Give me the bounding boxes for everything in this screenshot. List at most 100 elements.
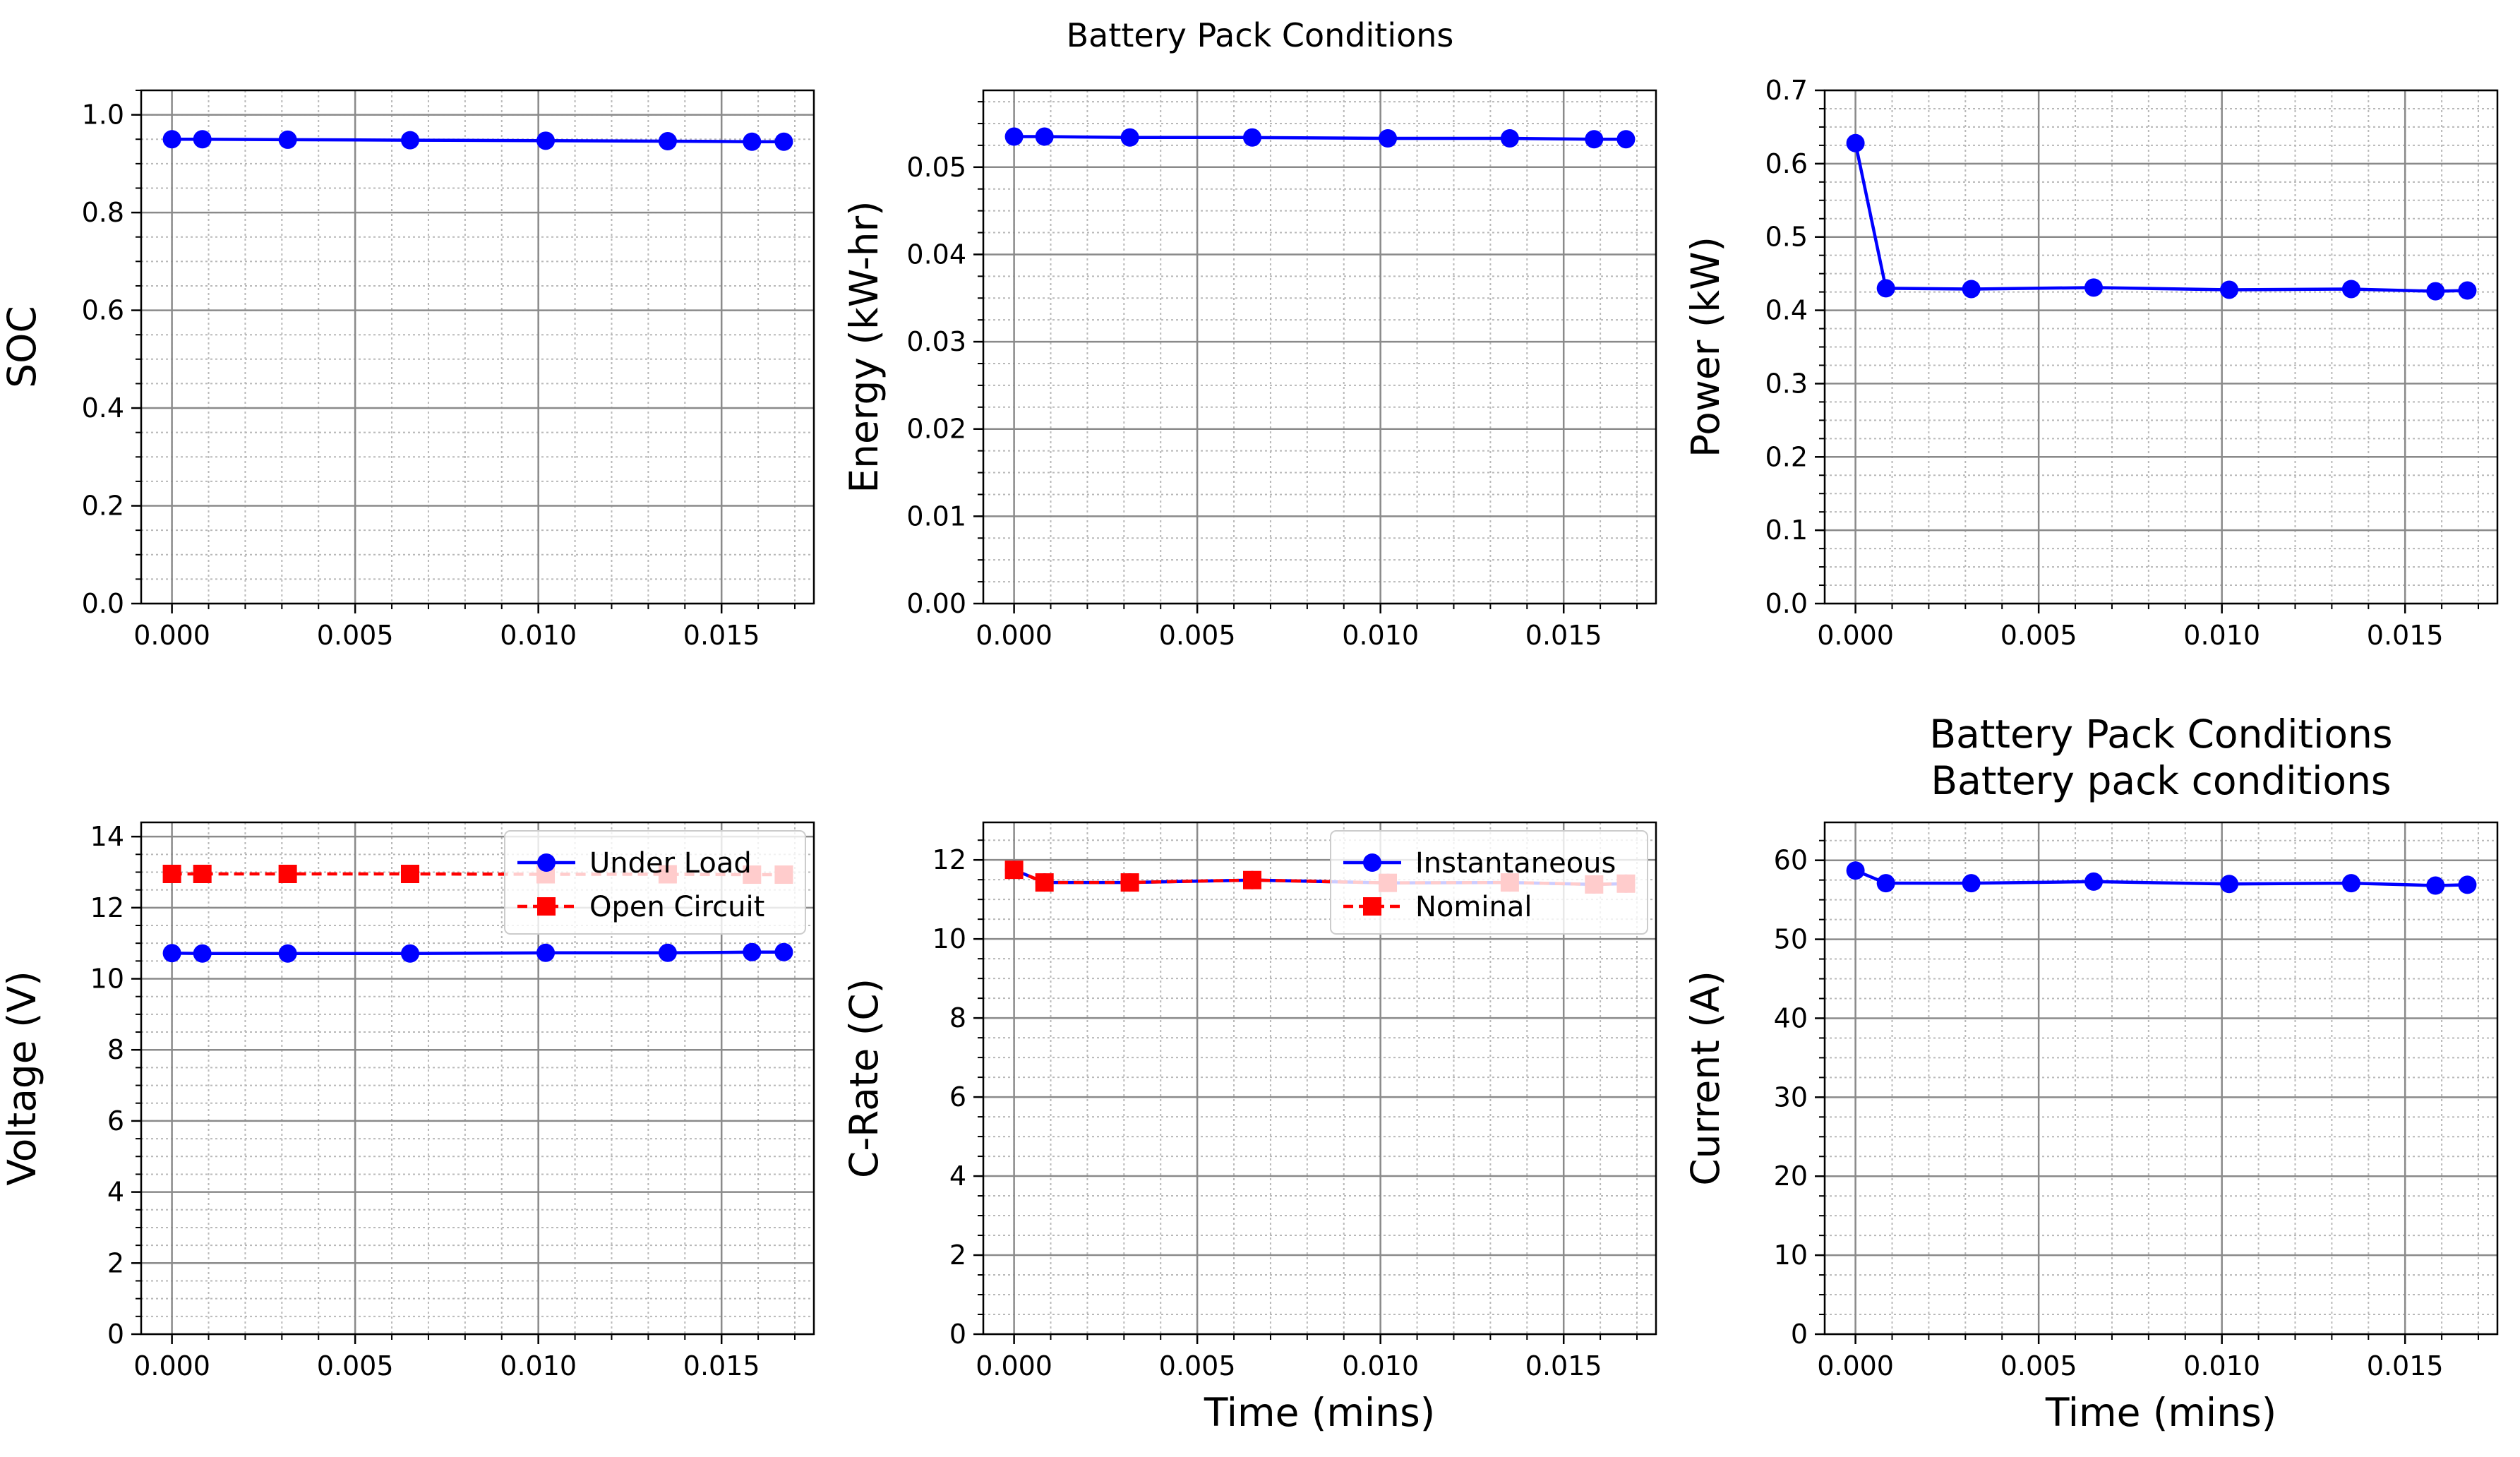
y-axis-label: Current (A) [1683,971,1728,1186]
y-tick-label: 10 [932,923,966,954]
x-tick-label: 0.005 [2000,1350,2077,1381]
data-point-square [1120,873,1139,892]
x-tick-label: 0.005 [317,620,394,651]
legend-marker-square [537,897,556,916]
data-point-circle [743,942,762,961]
series-layer [1846,133,2477,301]
y-tick-label: 0.0 [1765,588,1808,619]
legend-entry-label: Instantaneous [1415,847,1616,880]
y-axis-label: SOC [0,306,44,388]
y-tick-label: 60 [1774,845,1808,876]
data-point-circle [278,130,297,149]
y-tick-label: 14 [90,821,124,852]
data-point-circle [2458,281,2477,300]
y-tick-label: 0.2 [82,491,124,522]
y-tick-label: 8 [949,1002,966,1033]
y-tick-label: 10 [1774,1240,1808,1271]
y-axis-label: Voltage (V) [0,971,44,1185]
series-line-soc [172,137,784,143]
series-line-under-load [172,950,784,956]
x-tick-label: 0.000 [976,1350,1052,1381]
y-tick-label: 4 [107,1177,124,1208]
data-point-circle [1120,128,1139,147]
series-layer [1004,127,1636,149]
data-point-circle [536,943,556,962]
series-layer [162,130,793,151]
axes-frame [1823,821,2499,1336]
series-line-power [1854,143,2468,293]
x-tick-label: 0.010 [1342,620,1419,651]
subplot-grid: 0.000 0.005 0.010 0.0150.00.20.40.60.81.0SO… [0,75,2499,1435]
y-tick-label: 20 [1774,1161,1808,1192]
data-point-circle [1846,133,1865,152]
data-point-circle [2341,874,2360,893]
data-point-circle [1846,861,1865,880]
y-tick-label: 10 [90,964,124,995]
data-point-circle [193,130,212,149]
y-tick-label: 12 [932,844,966,875]
legend-entry-label: Under Load [589,847,752,880]
y-tick-label: 0 [107,1319,124,1350]
data-point-circle [1876,279,1895,298]
x-tick-label: 0.015 [2367,1350,2444,1381]
y-tick-label: 0.00 [906,588,966,619]
legend-entry-label: Open Circuit [589,891,764,923]
data-point-square [1242,870,1261,889]
data-point-square [162,865,181,884]
y-tick-label: 0.01 [906,500,966,532]
data-point-circle [2084,278,2103,297]
x-tick-label: 0.015 [683,620,760,651]
data-point-circle [193,944,212,963]
data-point-circle [774,942,793,961]
y-tick-label: 0.6 [82,295,124,326]
y-tick-label: 0.8 [82,197,124,228]
y-tick-label: 12 [90,892,124,923]
x-tick-label: 0.015 [683,1350,760,1381]
y-axis-label: Power (kW) [1683,236,1728,457]
data-point-circle [1962,280,1981,299]
y-tick-label: 0 [1791,1319,1808,1350]
x-tick-label: 0.000 [976,620,1052,651]
x-tick-label: 0.010 [1342,1350,1419,1381]
legend-marker-circle [537,853,556,872]
x-tick-label: 0.015 [2367,620,2444,651]
subplot-crate: 0.000 0.005 0.010 0.015 0 2 4 6 8 10 12 C-Rate (C) T… [841,821,1657,1435]
y-tick-label: 0 [949,1319,966,1350]
y-tick-label: 0.04 [906,239,966,270]
y-tick-label: 6 [107,1105,124,1137]
series-line-current [1854,869,2468,887]
data-point-circle [2220,280,2239,299]
x-tick-label: 0.010 [2183,620,2260,651]
y-tick-label: 0.7 [1765,75,1808,106]
subplot-power: 0.000 0.005 0.010 0.015 0.0 0.1 0.2 0.3 0.4 0.5 0.… [1683,75,2499,651]
data-point-circle [774,132,793,151]
x-axis-label: Time (mins) [2045,1390,2276,1435]
legend-entry-label: Nominal [1415,891,1532,923]
y-tick-label: 0.5 [1765,222,1808,253]
legend-box [1330,830,1648,935]
data-point-square [278,865,297,884]
data-point-square [400,865,419,884]
x-tick-label: 0.000 [133,620,210,651]
y-tick-label: 0.03 [906,326,966,357]
y-tick-label: 0.3 [1765,368,1808,399]
y-tick-label: 4 [949,1161,966,1192]
data-point-circle [658,943,677,962]
legend-marker-circle [1363,853,1381,872]
y-tick-label: 8 [107,1034,124,1065]
y-tick-label: 0.4 [1765,295,1808,326]
data-point-circle [278,944,297,963]
y-tick-label: 6 [949,1081,966,1113]
data-point-circle [743,132,762,151]
subplot-voltage: 0.000 0.005 0.010 0.015 0 2 4 6 8 10 12 14 Voltage (… [0,821,815,1381]
subplot-current: 0.000 0.005 0.010 0.015 0 10 20 30 40 50 60 Current… [1683,712,2499,1435]
series-layer [1846,861,2477,895]
axes-frame [140,821,815,1336]
data-point-circle [162,130,181,149]
data-point-circle [400,944,419,963]
y-tick-label: 50 [1774,924,1808,955]
data-point-square [1035,873,1054,892]
x-tick-label: 0.000 [133,1350,210,1381]
